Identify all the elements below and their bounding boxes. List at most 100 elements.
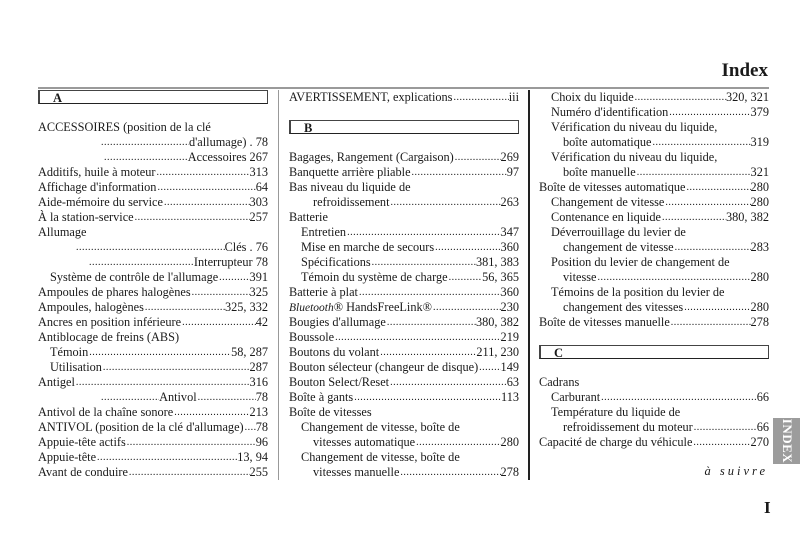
entry-label: À la station-service bbox=[38, 210, 134, 224]
index-entry[interactable]: Boîte de vitesses automatique 280 bbox=[539, 180, 769, 195]
index-entry[interactable]: Déverrouillage du levier de bbox=[551, 225, 769, 240]
index-entry[interactable]: Changement de vitesse 280 bbox=[551, 195, 769, 210]
index-entry[interactable]: Boîte de vitesses bbox=[289, 405, 519, 420]
index-entry[interactable]: Boussole 219 bbox=[289, 330, 519, 345]
index-entry[interactable]: Aide-mémoire du service 303 bbox=[38, 195, 268, 210]
index-entry[interactable]: Entretien 347 bbox=[301, 225, 519, 240]
index-entry[interactable]: Mise en marche de secours 360 bbox=[301, 240, 519, 255]
index-entry[interactable]: Bouton Select/Reset 63 bbox=[289, 375, 519, 390]
entry-page: 283 bbox=[750, 240, 769, 254]
index-entry[interactable]: Ancres en position inférieure 42 bbox=[38, 315, 268, 330]
index-entry[interactable]: Position du levier de changement de bbox=[551, 255, 769, 270]
dot-leader bbox=[448, 270, 483, 285]
index-entry[interactable]: boîte manuelle 321 bbox=[563, 165, 769, 180]
index-entry[interactable]: changement de vitesse 283 bbox=[563, 240, 769, 255]
index-entry[interactable]: Capacité de charge du véhicule 270 bbox=[539, 435, 769, 450]
index-entry[interactable]: Appuie-tête 13, 94 bbox=[38, 450, 268, 465]
index-entry[interactable]: Batterie à plat 360 bbox=[289, 285, 519, 300]
index-entry[interactable]: Carburant 66 bbox=[551, 390, 769, 405]
index-entry[interactable]: vitesse 280 bbox=[563, 270, 769, 285]
index-entry[interactable]: Vérification du niveau du liquide, bbox=[551, 120, 769, 135]
index-entry[interactable]: Changement de vitesse, boîte de bbox=[301, 420, 519, 435]
index-entry[interactable]: Antigel 316 bbox=[38, 375, 268, 390]
dot-leader bbox=[334, 330, 500, 345]
index-entry[interactable]: Appuie-tête actifs 96 bbox=[38, 435, 268, 450]
index-entry[interactable]: Utilisation 287 bbox=[50, 360, 268, 375]
entry-page: 303 bbox=[249, 195, 268, 209]
index-entry[interactable]: Batterie bbox=[289, 210, 519, 225]
index-entry[interactable]: Témoin 58, 287 bbox=[50, 345, 268, 360]
index-entry[interactable]: Bagages, Rangement (Cargaison) 269 bbox=[289, 150, 519, 165]
index-entry[interactable]: Allumage bbox=[38, 225, 268, 240]
dot-leader bbox=[134, 210, 250, 225]
entry-label: Changement de vitesse, boîte de bbox=[301, 450, 460, 464]
index-entry[interactable]: Choix du liquide 320, 321 bbox=[551, 90, 769, 105]
index-cross-reference[interactable]: Accessoires 267 bbox=[103, 150, 268, 165]
index-entry[interactable]: Antiblocage de freins (ABS) bbox=[38, 330, 268, 345]
index-entry[interactable]: Ampoules, halogènes 325, 332 bbox=[38, 300, 268, 315]
index-entry[interactable]: Vérification du niveau du liquide, bbox=[551, 150, 769, 165]
index-entry[interactable]: Système de contrôle de l'allumage 391 bbox=[50, 270, 268, 285]
entry-page: 325, 332 bbox=[224, 300, 268, 314]
index-cross-reference[interactable]: Clés . 76 bbox=[75, 240, 268, 255]
index-entry[interactable]: Bouton sélecteur (changeur de disque) 149 bbox=[289, 360, 519, 375]
index-entry[interactable]: vitesses manuelle 278 bbox=[313, 465, 519, 480]
index-cross-reference[interactable]: Antivol 78 bbox=[100, 390, 268, 405]
index-entry[interactable]: Témoin du système de charge 56, 365 bbox=[301, 270, 519, 285]
dot-leader bbox=[197, 390, 256, 405]
entry-page: 360 bbox=[500, 285, 519, 299]
entry-label: Allumage bbox=[38, 225, 87, 239]
dot-leader bbox=[686, 180, 751, 195]
index-entry[interactable]: refroidissement 263 bbox=[313, 195, 519, 210]
entry-page: 63 bbox=[506, 375, 519, 389]
entry-label: Antivol bbox=[159, 390, 197, 404]
index-entry[interactable]: refroidissement du moteur 66 bbox=[563, 420, 769, 435]
dot-leader bbox=[399, 465, 500, 480]
index-entry[interactable]: ACCESSOIRES (position de la clé bbox=[38, 120, 268, 135]
index-entry[interactable]: Témoins de la position du levier de bbox=[551, 285, 769, 300]
index-entry[interactable]: Bougies d'allumage 380, 382 bbox=[289, 315, 519, 330]
index-entry[interactable]: Spécifications 381, 383 bbox=[301, 255, 519, 270]
entry-page: 149 bbox=[500, 360, 519, 374]
index-entry[interactable]: Température du liquide de bbox=[551, 405, 769, 420]
index-entry[interactable]: Ampoules de phares halogènes 325 bbox=[38, 285, 268, 300]
dot-leader bbox=[346, 225, 500, 240]
entry-label: Ampoules, halogènes bbox=[38, 300, 144, 314]
page-title: Index bbox=[721, 60, 768, 81]
index-entry[interactable]: changement des vitesses 280 bbox=[563, 300, 769, 315]
index-cross-reference[interactable]: d'allumage) . 78 bbox=[100, 135, 268, 150]
dot-leader bbox=[432, 300, 501, 315]
index-entry[interactable]: Avant de conduire 255 bbox=[38, 465, 268, 480]
entry-label: ACCESSOIRES (position de la clé bbox=[38, 120, 211, 134]
index-entry[interactable]: Boîte de vitesses manuelle 278 bbox=[539, 315, 769, 330]
index-entry[interactable]: boîte automatique 319 bbox=[563, 135, 769, 150]
entry-label: Interrupteur 78 bbox=[193, 255, 268, 269]
index-entry[interactable]: À la station-service 257 bbox=[38, 210, 268, 225]
index-entry[interactable]: Affichage d'information 64 bbox=[38, 180, 268, 195]
index-entry[interactable]: Changement de vitesse, boîte de bbox=[301, 450, 519, 465]
entry-label: Appuie-tête actifs bbox=[38, 435, 126, 449]
index-entry[interactable]: Additifs, huile à moteur 313 bbox=[38, 165, 268, 180]
dot-leader bbox=[454, 150, 501, 165]
index-side-tab[interactable]: INDEX bbox=[773, 418, 800, 464]
entry-page: 380, 382 bbox=[475, 315, 519, 329]
dot-leader bbox=[683, 300, 750, 315]
header-rule bbox=[38, 87, 769, 89]
index-entry[interactable]: Banquette arrière pliable 97 bbox=[289, 165, 519, 180]
index-entry[interactable]: Bas niveau du liquide de bbox=[289, 180, 519, 195]
index-entry[interactable]: Antivol de la chaîne sonore 213 bbox=[38, 405, 268, 420]
dot-leader bbox=[634, 90, 726, 105]
index-entry[interactable]: vitesses automatique 280 bbox=[313, 435, 519, 450]
index-entry[interactable]: Boîte à gants 113 bbox=[289, 390, 519, 405]
index-entry[interactable]: Contenance en liquide 380, 382 bbox=[551, 210, 769, 225]
index-entry[interactable]: Boutons du volant 211, 230 bbox=[289, 345, 519, 360]
index-entry[interactable]: ANTIVOL (position de la clé d'allumage) 7… bbox=[38, 420, 268, 435]
dot-leader bbox=[88, 255, 194, 270]
index-entry[interactable]: AVERTISSEMENT, explications iii bbox=[289, 90, 519, 105]
entry-label: Vérification du niveau du liquide, bbox=[551, 150, 718, 164]
index-entry[interactable]: Bluetooth® HandsFreeLink® 230 bbox=[289, 300, 519, 315]
entry-label: Boîte de vitesses automatique bbox=[539, 180, 686, 194]
index-entry[interactable]: Numéro d'identification 379 bbox=[551, 105, 769, 120]
index-cross-reference[interactable]: Interrupteur 78 bbox=[88, 255, 268, 270]
index-entry[interactable]: Cadrans bbox=[539, 375, 769, 390]
